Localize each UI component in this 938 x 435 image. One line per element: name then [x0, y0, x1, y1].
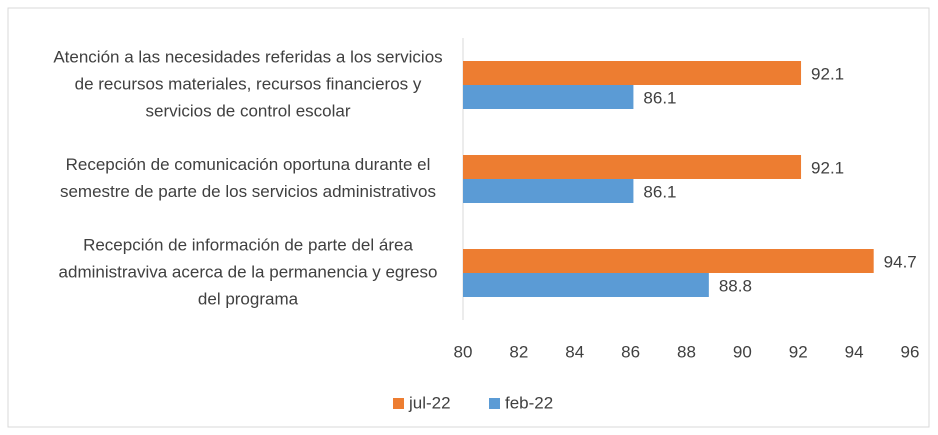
x-tick-label: 80: [454, 342, 473, 361]
legend-label: jul-22: [408, 393, 451, 412]
legend-label: feb-22: [505, 393, 553, 412]
x-tick-label: 86: [621, 342, 640, 361]
legend-swatch: [489, 398, 500, 409]
y-tick-label: Recepción de comunicación oportuna duran…: [59, 155, 437, 201]
bar: [463, 85, 634, 109]
value-label: 92.1: [811, 158, 844, 177]
x-tick-label: 88: [677, 342, 696, 361]
x-tick-label: 94: [845, 342, 864, 361]
bar: [463, 273, 709, 297]
x-tick-label: 92: [789, 342, 808, 361]
bar: [463, 179, 634, 203]
value-label: 92.1: [811, 64, 844, 83]
x-tick-label: 96: [901, 342, 920, 361]
frame: [7, 7, 930, 428]
y-tick-label: Atención a las necesidades referidas a l…: [53, 47, 443, 121]
x-tick-label: 84: [565, 342, 584, 361]
value-label: 94.7: [884, 252, 917, 271]
legend-swatch: [393, 398, 404, 409]
x-tick-label: 90: [733, 342, 752, 361]
y-tick-label: Recepción de información de parte del ár…: [58, 235, 438, 309]
bar: [463, 155, 802, 179]
value-label: 88.8: [719, 276, 752, 295]
value-label: 86.1: [643, 88, 676, 107]
bar: [463, 249, 874, 273]
bar: [463, 61, 802, 85]
x-tick-label: 82: [509, 342, 528, 361]
value-label: 86.1: [643, 182, 676, 201]
